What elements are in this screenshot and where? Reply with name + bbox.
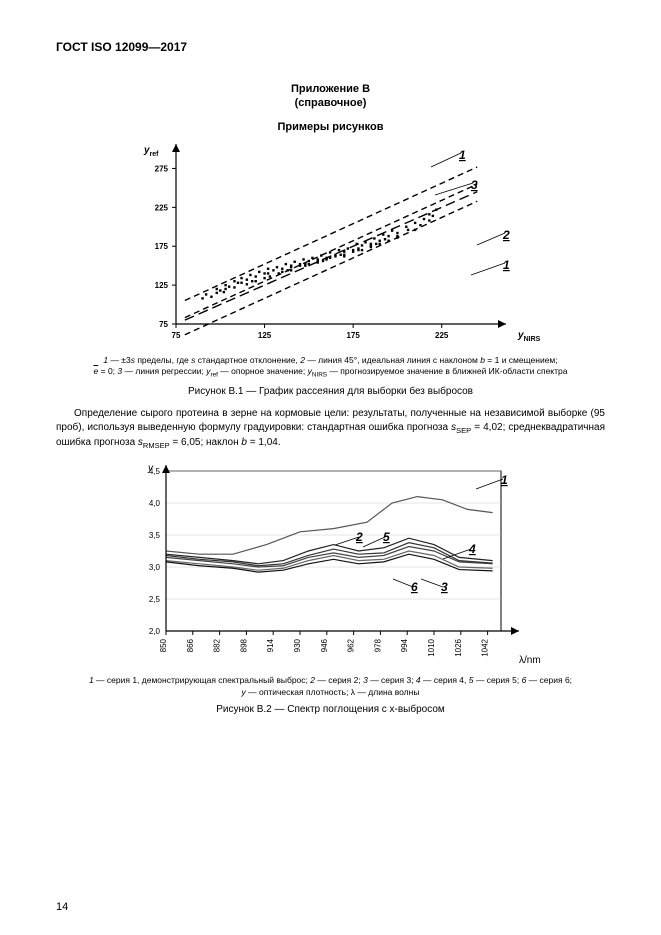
figure-2-spectra: 2,02,53,03,54,04,58508668828989149309469… bbox=[121, 459, 541, 669]
doc-id: ГОСТ ISO 12099—2017 bbox=[56, 40, 605, 54]
svg-text:994: 994 bbox=[400, 639, 409, 653]
svg-text:175: 175 bbox=[154, 242, 168, 251]
svg-text:4,0: 4,0 bbox=[148, 499, 160, 508]
svg-text:2: 2 bbox=[355, 530, 363, 544]
svg-text:1026: 1026 bbox=[453, 639, 462, 657]
svg-text:2,5: 2,5 bbox=[148, 595, 160, 604]
figure-2-caption: Рисунок В.2 — Спектр поглощения с x-выбр… bbox=[56, 704, 605, 715]
figure-1-caption: Рисунок В.1 — График рассеяния для выбор… bbox=[56, 386, 605, 397]
svg-text:4: 4 bbox=[468, 542, 476, 556]
svg-text:978: 978 bbox=[373, 639, 382, 653]
svg-text:2: 2 bbox=[502, 228, 510, 242]
svg-text:2,0: 2,0 bbox=[148, 627, 160, 636]
svg-text:946: 946 bbox=[319, 639, 328, 653]
svg-text:914: 914 bbox=[266, 639, 275, 653]
svg-text:5: 5 bbox=[383, 530, 390, 544]
svg-text:6: 6 bbox=[411, 580, 418, 594]
svg-text:962: 962 bbox=[346, 639, 355, 653]
section-title: Примеры рисунков bbox=[56, 121, 605, 133]
svg-text:yref: yref bbox=[143, 145, 159, 158]
svg-text:3: 3 bbox=[441, 580, 448, 594]
svg-text:75: 75 bbox=[159, 320, 168, 329]
svg-text:1042: 1042 bbox=[480, 639, 489, 657]
svg-text:225: 225 bbox=[154, 203, 168, 212]
svg-text:125: 125 bbox=[257, 331, 271, 340]
svg-text:75: 75 bbox=[171, 331, 180, 340]
figure-2-legend: 1 — серия 1, демонстрирующая спектральны… bbox=[56, 675, 605, 698]
svg-text:898: 898 bbox=[239, 639, 248, 653]
appendix-title: Приложение В (справочное) bbox=[56, 82, 605, 111]
svg-text:1: 1 bbox=[501, 473, 508, 487]
svg-text:882: 882 bbox=[212, 639, 221, 653]
svg-text:225: 225 bbox=[435, 331, 449, 340]
svg-text:λ/nm: λ/nm bbox=[519, 655, 541, 666]
figure-1-scatter: 75 125 175 225 75 125 175 225 275 yNIRS yref 1 3 2 1 bbox=[121, 139, 541, 349]
paragraph-1: Определение сырого протеина в зерне на к… bbox=[56, 407, 605, 451]
svg-text:866: 866 bbox=[185, 639, 194, 653]
svg-text:1: 1 bbox=[459, 148, 466, 162]
figure-1-legend: 1 — ±3s пределы, где s стандартное откло… bbox=[56, 355, 605, 381]
svg-text:y: y bbox=[147, 463, 154, 474]
svg-text:3: 3 bbox=[471, 178, 478, 192]
appendix-line-1: Приложение В bbox=[291, 83, 370, 95]
svg-text:175: 175 bbox=[346, 331, 360, 340]
svg-text:1: 1 bbox=[503, 258, 510, 272]
svg-text:125: 125 bbox=[154, 281, 168, 290]
svg-text:275: 275 bbox=[154, 164, 168, 173]
svg-text:yNIRS: yNIRS bbox=[517, 330, 541, 343]
svg-text:3,5: 3,5 bbox=[148, 531, 160, 540]
svg-text:1010: 1010 bbox=[427, 639, 436, 657]
page-number: 14 bbox=[56, 901, 68, 913]
svg-text:3,0: 3,0 bbox=[148, 563, 160, 572]
svg-text:850: 850 bbox=[159, 639, 168, 653]
svg-text:930: 930 bbox=[293, 639, 302, 653]
appendix-line-2: (справочное) bbox=[295, 97, 367, 109]
